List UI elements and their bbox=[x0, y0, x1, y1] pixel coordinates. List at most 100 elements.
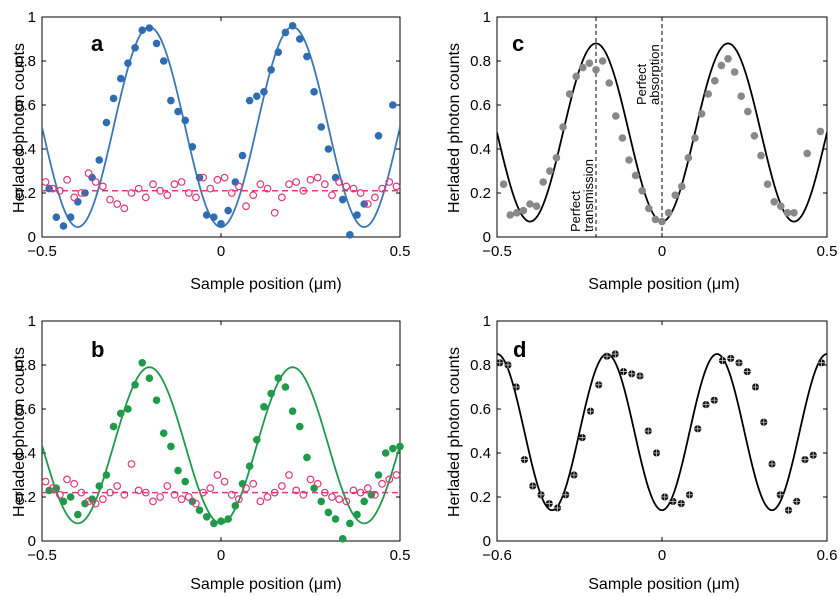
data-point bbox=[669, 497, 677, 505]
data-point bbox=[167, 96, 175, 105]
y-tick-label: 0.2 bbox=[15, 185, 36, 202]
plot-area bbox=[497, 353, 827, 512]
data-point bbox=[611, 350, 619, 358]
data-point bbox=[220, 173, 229, 182]
panel-label-c: c bbox=[512, 31, 524, 56]
data-point bbox=[138, 359, 147, 367]
data-point bbox=[506, 211, 514, 219]
data-point bbox=[374, 132, 383, 140]
data-point bbox=[156, 493, 165, 501]
y-tick-label: 1 bbox=[28, 9, 36, 26]
data-point bbox=[195, 506, 204, 514]
data-point bbox=[227, 490, 236, 499]
data-point bbox=[310, 484, 318, 493]
data-point bbox=[727, 354, 735, 362]
data-point bbox=[116, 409, 125, 418]
data-point bbox=[56, 490, 64, 499]
data-point bbox=[98, 182, 107, 191]
data-point bbox=[63, 175, 71, 184]
data-point bbox=[592, 66, 600, 74]
data-point bbox=[685, 491, 694, 499]
data-point bbox=[274, 48, 283, 56]
data-point bbox=[131, 44, 139, 52]
data-point bbox=[565, 90, 574, 98]
data-point bbox=[539, 178, 547, 186]
data-point bbox=[783, 209, 792, 217]
x-tick-label: 0 bbox=[658, 243, 666, 260]
data-point bbox=[59, 497, 68, 506]
data-point bbox=[252, 436, 261, 444]
data-point bbox=[317, 123, 326, 131]
data-point bbox=[625, 156, 633, 164]
data-point bbox=[149, 180, 157, 189]
data-point bbox=[210, 213, 218, 221]
data-point bbox=[77, 189, 86, 197]
data-point bbox=[392, 182, 401, 191]
data-point bbox=[59, 222, 68, 230]
data-point bbox=[210, 519, 218, 528]
y-tick-label: 0.2 bbox=[15, 489, 36, 506]
x-tick-label: 0 bbox=[658, 547, 666, 564]
data-point bbox=[206, 184, 215, 193]
data-point bbox=[81, 499, 89, 508]
data-point bbox=[91, 499, 100, 508]
data-point bbox=[74, 198, 82, 206]
data-point bbox=[52, 213, 61, 221]
data-point bbox=[342, 182, 351, 191]
data-point bbox=[120, 490, 129, 499]
data-point bbox=[328, 191, 336, 200]
data-point bbox=[170, 180, 179, 189]
data-point bbox=[131, 381, 139, 389]
data-point bbox=[776, 491, 784, 499]
data-point bbox=[267, 66, 275, 74]
panel-label-b: b bbox=[91, 337, 104, 362]
data-point bbox=[730, 68, 739, 76]
data-point bbox=[95, 482, 104, 490]
y-tick-label: 0.4 bbox=[15, 445, 36, 462]
data-point bbox=[188, 143, 197, 151]
data-point bbox=[396, 442, 404, 451]
data-point bbox=[285, 471, 293, 479]
data-point bbox=[41, 178, 50, 186]
data-point bbox=[763, 180, 772, 188]
data-point bbox=[520, 456, 529, 464]
data-point bbox=[579, 63, 587, 72]
data-point bbox=[299, 490, 308, 499]
y-tick-label: 0.8 bbox=[15, 357, 36, 374]
data-point bbox=[231, 502, 240, 510]
data-point bbox=[238, 151, 247, 160]
y-tick-label: 0.8 bbox=[470, 357, 491, 374]
data-point bbox=[91, 178, 100, 186]
data-point bbox=[120, 204, 129, 213]
data-point bbox=[553, 504, 562, 512]
data-point bbox=[803, 149, 811, 158]
data-point bbox=[603, 352, 611, 360]
data-point bbox=[331, 173, 340, 182]
data-point bbox=[335, 495, 344, 504]
data-point bbox=[363, 484, 372, 493]
x-tick-label: −0.5 bbox=[27, 547, 57, 564]
data-point bbox=[303, 52, 311, 61]
y-axis-label: Herladed photon counts bbox=[446, 347, 463, 517]
data-point bbox=[392, 471, 401, 479]
data-point bbox=[285, 180, 293, 189]
data-point bbox=[570, 471, 578, 479]
y-tick-label: 0 bbox=[483, 533, 491, 550]
data-point bbox=[138, 26, 147, 34]
data-point bbox=[353, 510, 361, 519]
fit-curve bbox=[42, 25, 400, 229]
x-axis-label: Sample position (μm) bbox=[190, 576, 342, 593]
data-point bbox=[88, 173, 96, 182]
data-point bbox=[691, 134, 699, 142]
data-point bbox=[234, 182, 243, 191]
data-point bbox=[217, 220, 225, 228]
y-tick-label: 1 bbox=[28, 313, 36, 330]
reference-line-label-part: transmission bbox=[581, 159, 596, 232]
data-point bbox=[288, 407, 297, 416]
x-tick-label: 0 bbox=[217, 547, 225, 564]
data-point bbox=[48, 184, 57, 193]
data-point bbox=[270, 208, 279, 217]
data-point bbox=[149, 497, 157, 506]
data-point bbox=[84, 497, 93, 506]
data-point bbox=[552, 154, 561, 162]
